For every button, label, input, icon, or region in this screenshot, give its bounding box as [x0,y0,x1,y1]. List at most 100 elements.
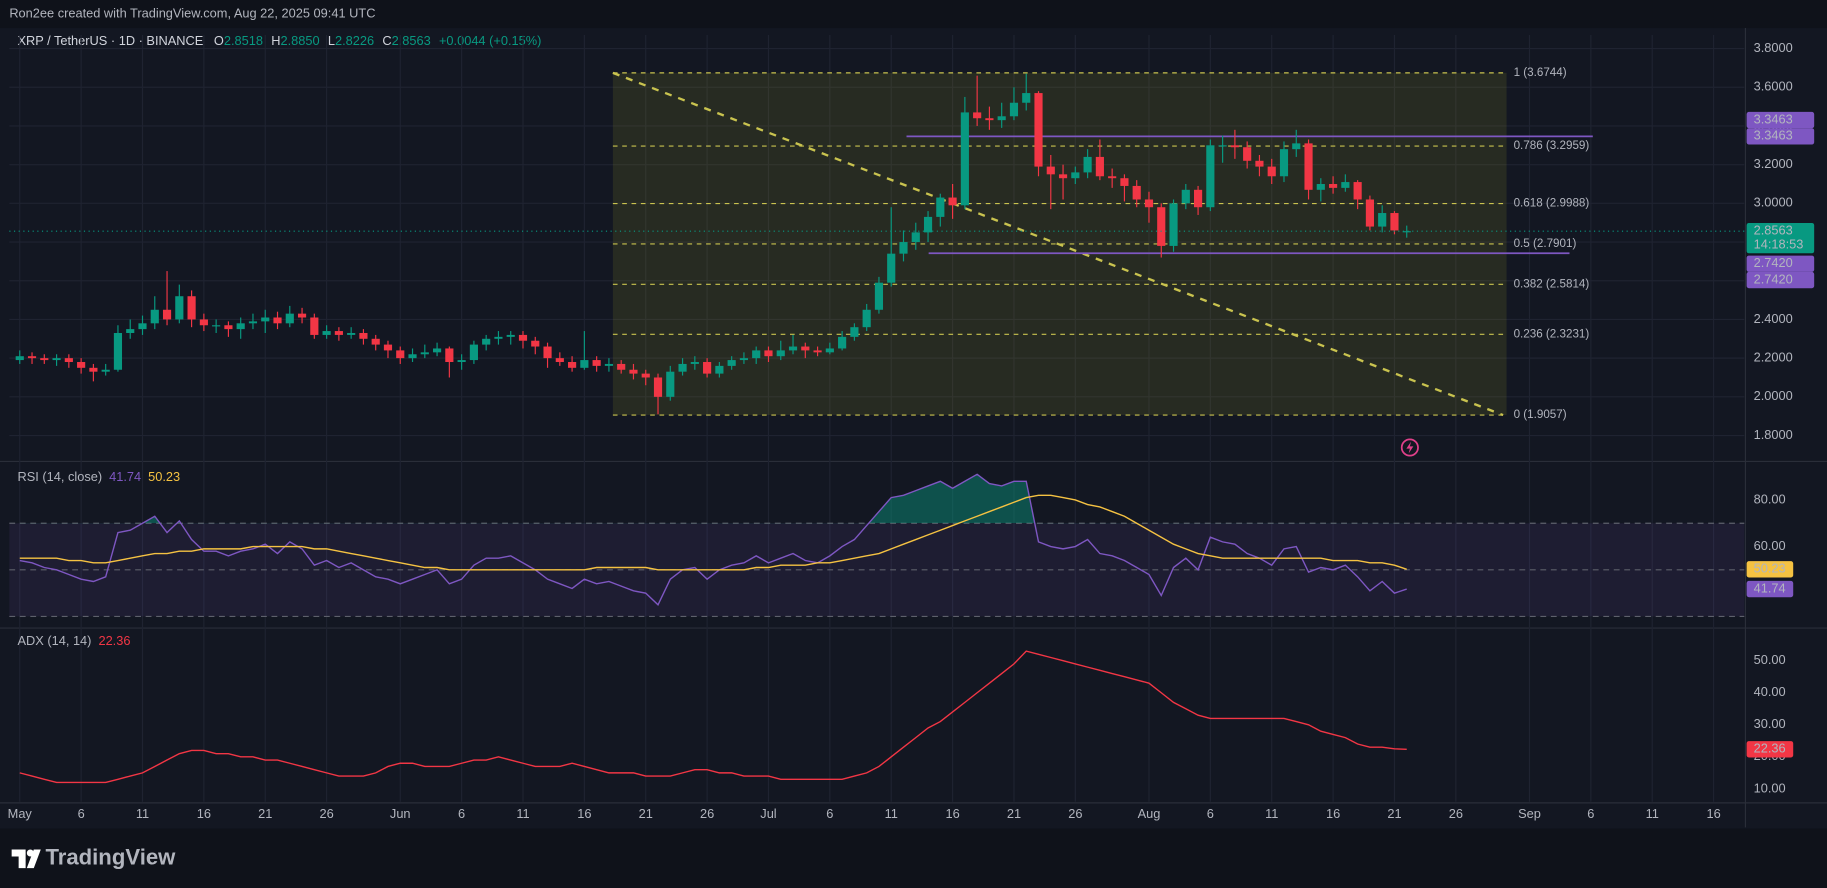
candle-body [1230,145,1239,148]
candle-body [1181,189,1190,204]
candle-body [1095,156,1104,177]
candle-body [1157,207,1166,246]
candle-body [236,323,245,330]
alert-circle [1400,438,1419,457]
candle-body [555,358,564,363]
candle-body [273,317,282,324]
x-tick-label: Jun [390,806,411,821]
candle-body [690,362,699,364]
candle-body [948,197,957,206]
candle-body [212,325,221,327]
fib-label: 0.5 (2.7901) [1514,237,1577,250]
indicator-badge-text: 22.36 [1754,741,1786,756]
x-tick-label: May [8,806,33,821]
indicator-value: 50.23 [148,469,180,484]
candle-body [1255,160,1264,167]
candle-body [1292,143,1301,150]
candle-body [1279,149,1289,177]
candle-body [1267,166,1276,177]
candle-body [40,358,49,361]
candle-body [923,216,933,233]
candle-body [297,313,307,318]
candle-body [1378,213,1387,227]
candle-body [1071,172,1080,179]
price-line-badge [1746,111,1815,129]
indicator-badge-text: 50.23 [1754,561,1786,576]
price-line-badge [1746,271,1815,289]
symbol-line: XRP / TetherUS · 1D · BINANCE O2.8518 H2… [17,33,541,48]
alert-icon [1400,438,1419,457]
y-tick-label: 3.0000 [1754,195,1793,210]
y-tick-label: 40.00 [1754,684,1786,699]
x-tick-label: 26 [1068,806,1082,821]
ohlc-value: 2.8226 [335,33,374,48]
y-tick-label: 2.2000 [1754,350,1793,365]
candle-body [1243,147,1252,161]
x-tick-label: 6 [458,806,465,821]
candle-body [285,313,294,324]
x-tick-label: 11 [136,806,149,821]
candle-body [248,321,258,324]
candle-body [310,317,319,335]
attribution: Ron2ee created with TradingView.com, Aug… [9,5,375,20]
candle-body [89,367,98,372]
candle-body [322,331,331,335]
candle-body [653,377,663,397]
candle-body [15,356,24,361]
fib-label: 0.618 (2.9988) [1514,197,1590,210]
candle-body [27,356,37,359]
candle-body [911,232,920,243]
candle-body [408,354,417,359]
candle-body [1329,184,1338,188]
ohlc-letter: C [382,33,391,48]
candle-body [666,371,675,397]
indicator-line [19,494,1407,571]
price-line-badge-text: 3.3463 [1754,111,1793,126]
fib-label: 0.236 (2.3231) [1514,327,1590,340]
candle-body [752,350,761,359]
x-tick-label: 26 [1449,806,1463,821]
candle-body [568,362,577,368]
indicator-value: 22.36 [98,633,130,648]
candle-body [715,365,724,374]
last-price-text: 2.8563 [1754,223,1793,238]
candle-body [1390,213,1399,231]
candle-body [359,332,368,339]
candle-body [1108,176,1117,179]
indicator-title: RSI (14, close) 41.74 50.23 [17,469,180,484]
candle-body [482,338,491,345]
ohlc-letter: O [214,33,224,48]
x-tick-label: 6 [78,806,85,821]
candle-body [347,332,356,335]
candle-body [1402,231,1411,233]
ohlc-value: 2.8563 [392,33,431,48]
candle-body [1206,145,1215,208]
candle-body [678,363,687,372]
candle-body [77,362,86,368]
x-tick-label: 21 [639,806,653,821]
candle-body [580,360,589,368]
x-tick-label: 26 [319,806,333,821]
change: +0.0044 (+0.15%) [439,33,541,48]
candle-body [703,362,712,374]
x-tick-label: 21 [1387,806,1401,821]
price-line-badge-text: 3.3463 [1754,128,1793,143]
candle-body [126,329,135,333]
candle-body [960,112,969,206]
last-price-badge [1746,223,1815,254]
candle-body [531,340,540,347]
y-tick-label: 10.00 [1754,780,1786,795]
candle-body [862,309,871,328]
candle-body [1193,189,1203,208]
y-tick-label: 80.00 [1754,491,1786,506]
y-tick-label: 1.8000 [1754,427,1793,442]
x-tick-label: 21 [258,806,272,821]
candle-body [617,363,626,370]
candle-body [813,350,822,353]
candle-body [138,323,147,330]
candle-body [1365,199,1374,227]
candle-body [396,350,405,359]
